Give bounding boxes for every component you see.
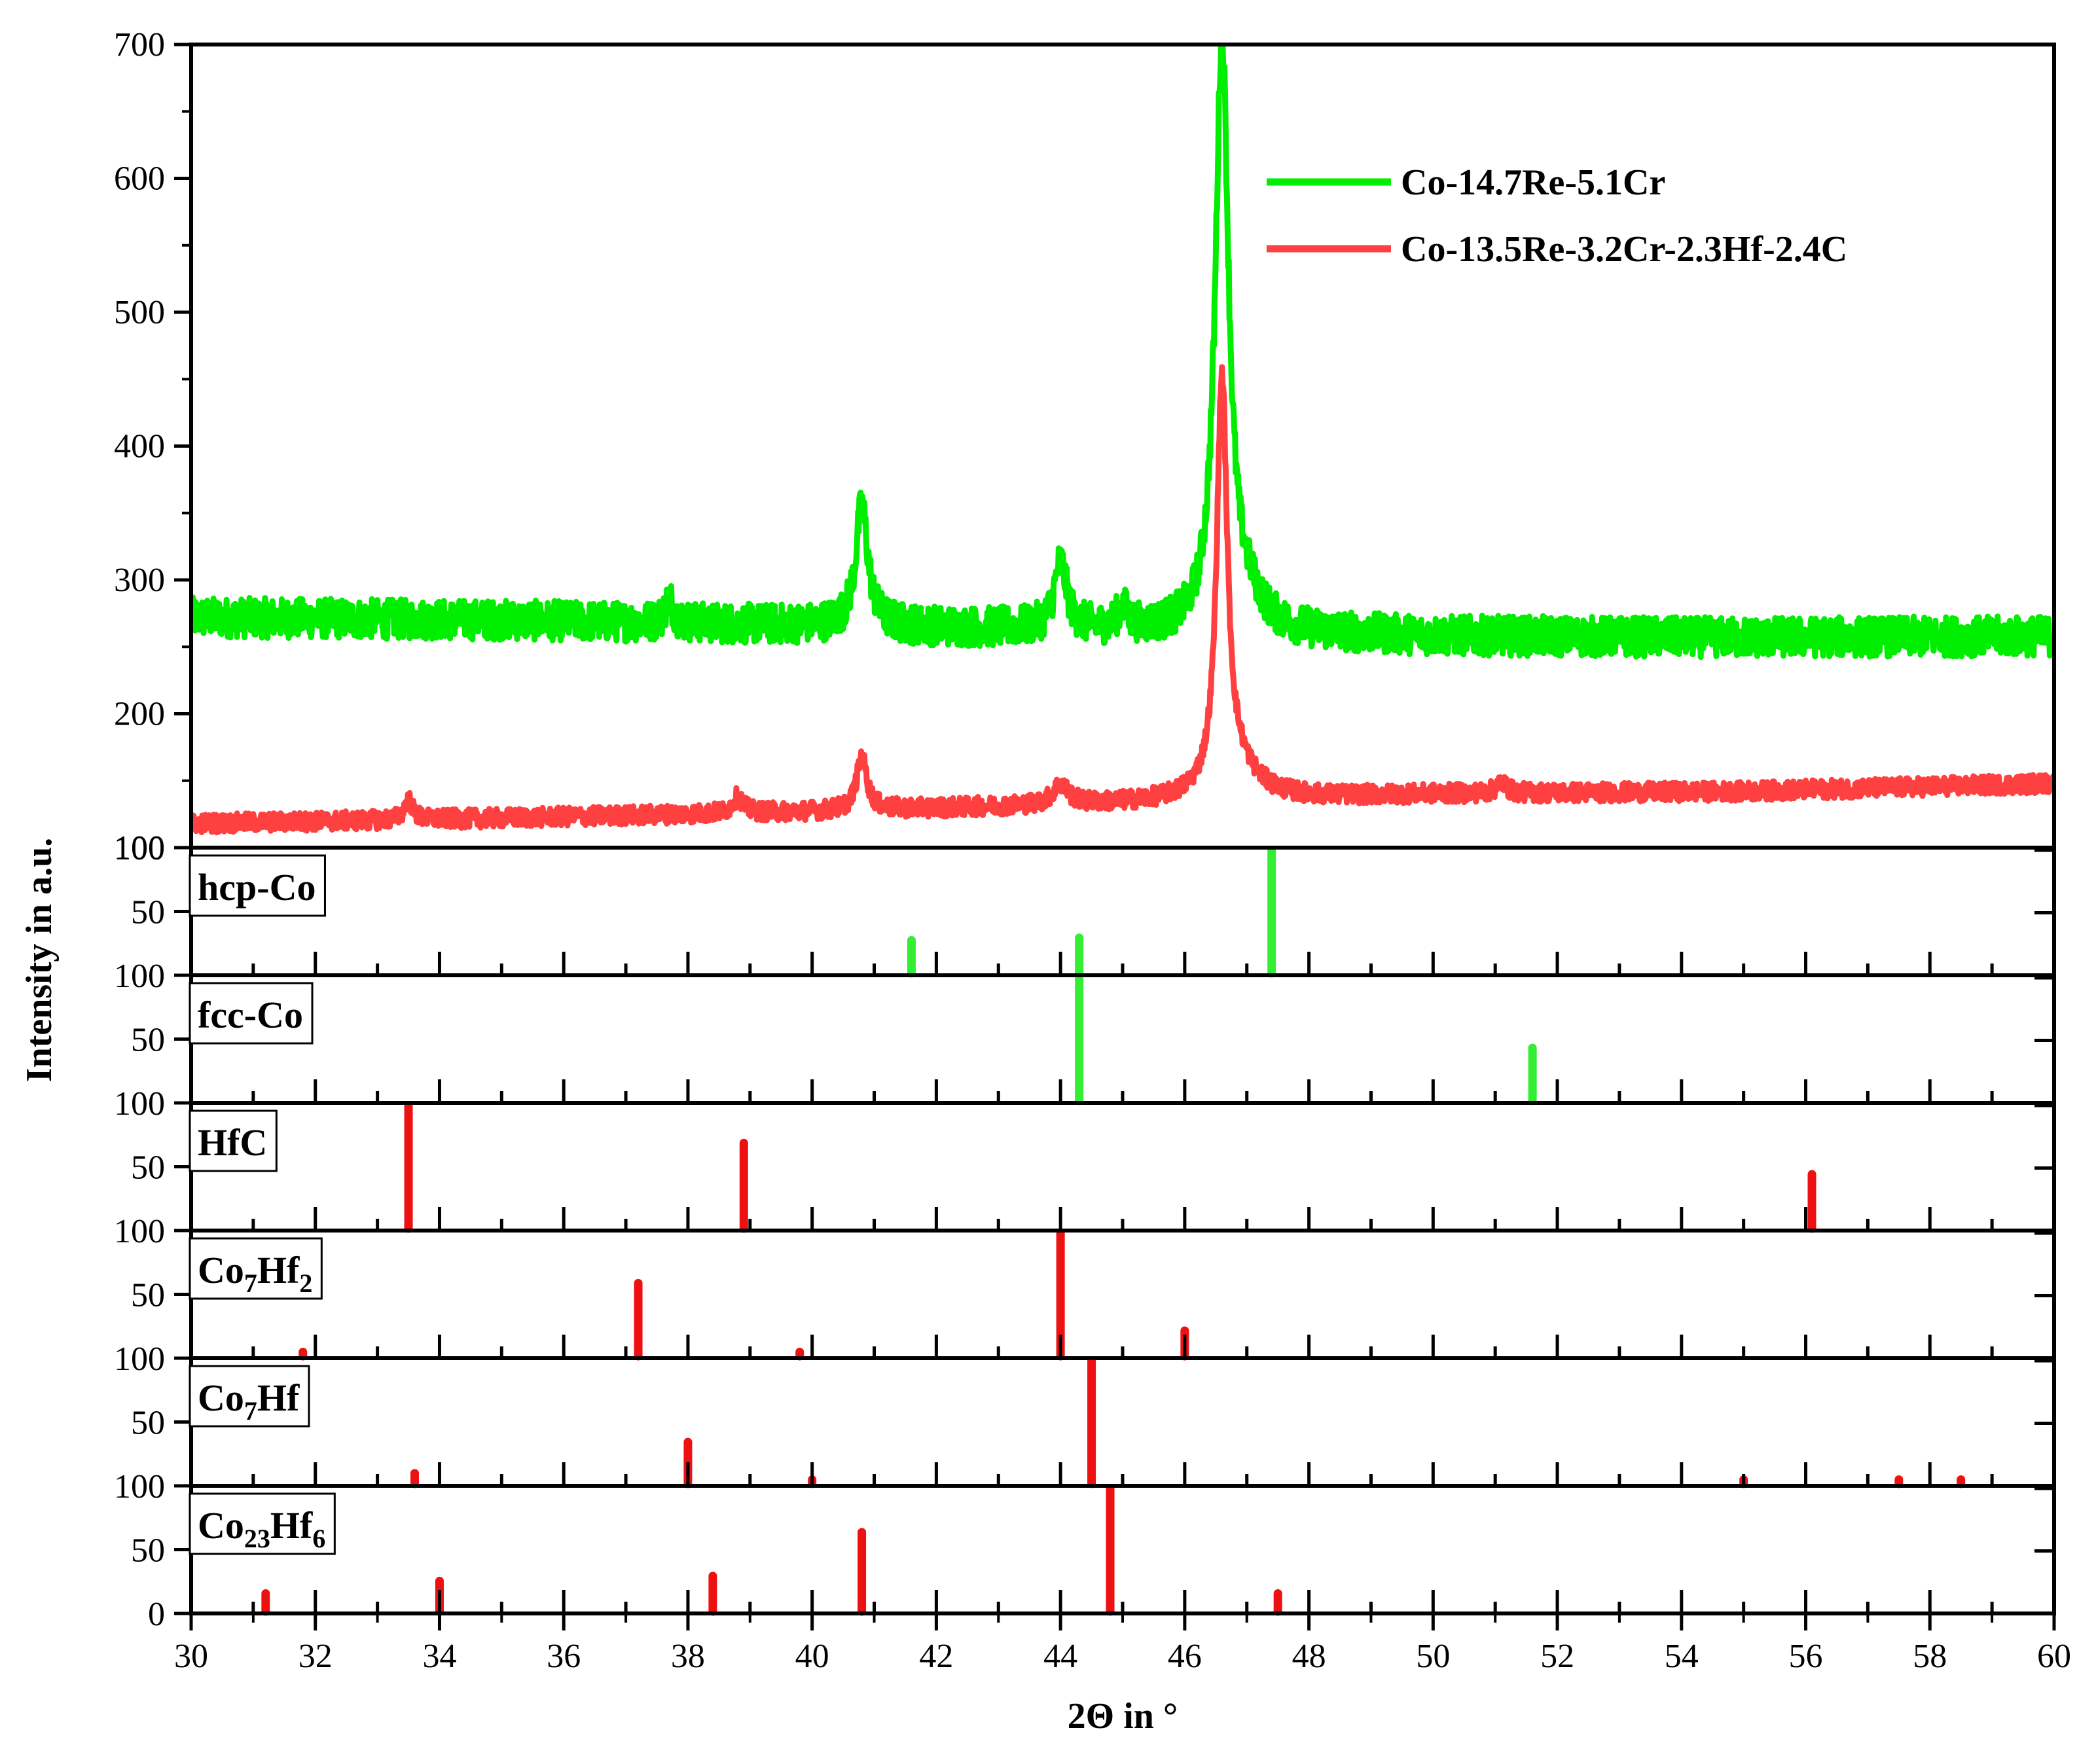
panel-y-tick-label: 100 [114,1468,165,1505]
panel-label-text: fcc-Co [198,994,303,1036]
x-tick-label-44: 44 [1043,1638,1077,1675]
panel-label-4: Co7Hf2 [189,1237,323,1300]
panel-label-text: Co7Hf2 [198,1249,312,1298]
x-tick-label-52: 52 [1540,1638,1574,1675]
panel-label-text: Co23Hf6 [198,1504,325,1553]
panel-y-tick-label: 100 [114,1341,165,1378]
x-tick-label-34: 34 [422,1638,456,1675]
panel-y-tick-label: 100 [114,830,165,867]
y-tick-label-400: 400 [114,428,165,465]
x-tick-label-60: 60 [2037,1638,2071,1675]
x-tick-label-56: 56 [1789,1638,1823,1675]
panel-y-tick-label: 50 [131,1277,165,1314]
y-tick-label-600: 600 [114,160,165,198]
panel-label-box [189,1492,336,1555]
panel-y-tick-label: 50 [131,1022,165,1059]
axis-labels: 2Θ in ° Intensity in a.u. 10020030040050… [19,26,2071,1737]
x-tick-label-50: 50 [1416,1638,1450,1675]
panel-label-5: Co7Hf [189,1365,310,1428]
x-tick-label-30: 30 [174,1638,208,1675]
panel-label-text: hcp-Co [198,866,316,909]
plot-area [191,45,2054,1616]
panel-y-tick-label: 50 [131,1532,165,1570]
panel-y-tick-label: 100 [114,1085,165,1123]
y-tick-label-700: 700 [114,26,165,63]
series-line-2 [191,364,2054,836]
panel-y-tick-label: 0 [148,1596,165,1633]
y-axis-title: Intensity in a.u. [19,838,60,1082]
x-axis-title: 2Θ in ° [1068,1696,1178,1737]
panel-y-tick-label: 50 [131,894,165,931]
axes-frame [174,43,2056,1630]
panel-label-box [189,982,314,1045]
panel-label-1: hcp-Co [189,854,326,917]
panel-label-text: HfC [198,1121,267,1164]
legend-label-2: Co-13.5Re-3.2Cr-2.3Hf-2.4C [1401,229,1847,270]
panel-label-text: Co7Hf [198,1377,300,1426]
x-tick-label-58: 58 [1913,1638,1947,1675]
panel-y-tick-label: 50 [131,1405,165,1442]
panel-y-tick-label: 100 [114,958,165,995]
y-tick-label-500: 500 [114,294,165,331]
panel-label-box [189,1109,278,1172]
x-tick-label-46: 46 [1168,1638,1202,1675]
x-tick-label-32: 32 [298,1638,333,1675]
y-tick-label-100: 100 [114,829,165,867]
legend: Co-14.7Re-5.1Cr Co-13.5Re-3.2Cr-2.3Hf-2.4… [1267,162,1847,270]
x-tick-label-38: 38 [671,1638,705,1675]
panel-y-tick-label: 100 [114,1213,165,1250]
y-tick-label-200: 200 [114,696,165,733]
panel-label-box [189,854,326,917]
y-tick-label-300: 300 [114,562,165,599]
x-tick-label-40: 40 [795,1638,829,1675]
x-tick-label-42: 42 [919,1638,953,1675]
panel-y-tick-label: 50 [131,1149,165,1187]
series-line-1 [191,45,2054,660]
legend-label-1: Co-14.7Re-5.1Cr [1401,162,1665,203]
panel-label-2: fcc-Co [189,982,314,1045]
panel-label-box [189,1237,323,1300]
x-tick-label-36: 36 [547,1638,581,1675]
panel-label-box [189,1365,310,1428]
panel-label-6: Co23Hf6 [189,1492,336,1555]
x-tick-label-48: 48 [1292,1638,1326,1675]
panel-label-3: HfC [189,1109,278,1172]
x-tick-label-54: 54 [1665,1638,1699,1675]
